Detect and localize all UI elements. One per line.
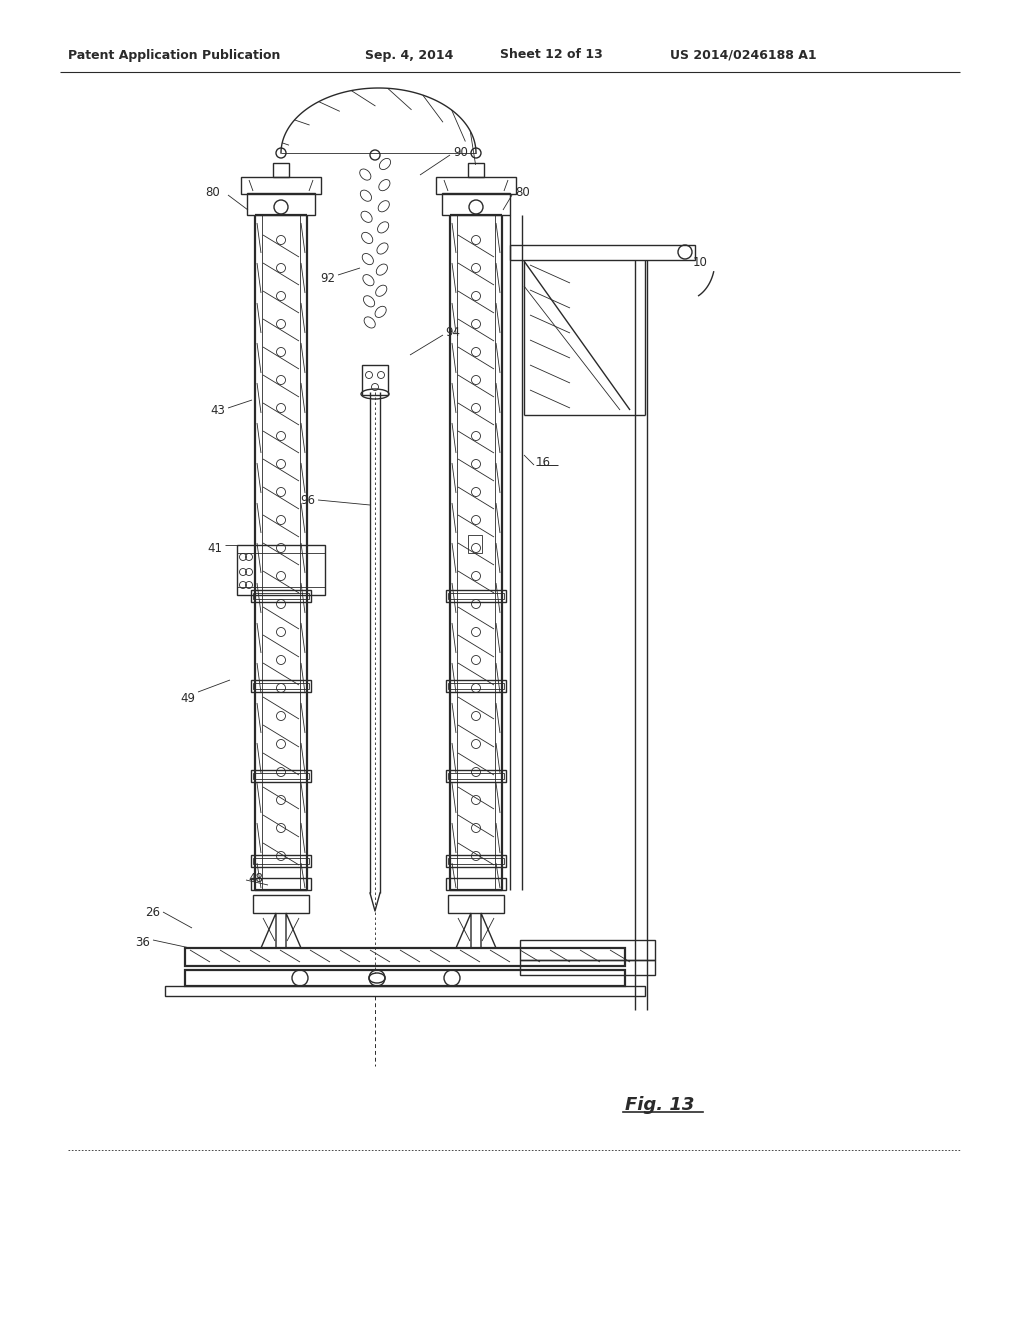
Text: 90: 90 xyxy=(453,145,468,158)
Bar xyxy=(247,193,315,215)
Text: Fig. 13: Fig. 13 xyxy=(625,1096,694,1114)
Text: 80: 80 xyxy=(205,186,220,198)
Bar xyxy=(237,545,325,595)
Text: 36: 36 xyxy=(135,936,150,949)
Bar xyxy=(446,590,506,602)
Bar xyxy=(446,855,506,867)
Bar xyxy=(446,770,506,781)
Text: 94: 94 xyxy=(445,326,460,338)
Bar xyxy=(251,770,311,781)
Bar xyxy=(273,162,289,177)
Bar xyxy=(253,682,309,689)
Text: 96: 96 xyxy=(300,494,315,507)
Bar xyxy=(468,162,484,177)
Text: 41: 41 xyxy=(207,541,222,554)
Text: 80: 80 xyxy=(515,186,529,198)
Bar xyxy=(362,366,388,395)
Bar xyxy=(446,878,506,890)
Bar xyxy=(241,177,321,194)
Bar xyxy=(449,895,504,913)
Bar xyxy=(510,246,695,260)
Bar xyxy=(520,960,655,975)
Bar xyxy=(446,680,506,692)
Text: Patent Application Publication: Patent Application Publication xyxy=(68,49,281,62)
Bar xyxy=(442,193,510,215)
Bar xyxy=(449,682,504,689)
Bar xyxy=(251,855,311,867)
Bar xyxy=(449,858,504,865)
Bar xyxy=(185,948,625,966)
Bar xyxy=(251,590,311,602)
Bar xyxy=(253,774,309,779)
Bar xyxy=(468,535,482,553)
Bar xyxy=(253,593,309,599)
Bar xyxy=(165,986,645,997)
Text: 10: 10 xyxy=(693,256,708,268)
Bar xyxy=(520,940,655,960)
Bar xyxy=(251,680,311,692)
Text: US 2014/0246188 A1: US 2014/0246188 A1 xyxy=(670,49,816,62)
Bar xyxy=(449,593,504,599)
Bar xyxy=(253,895,309,913)
Text: 26: 26 xyxy=(145,906,160,919)
Bar xyxy=(251,878,311,890)
Text: 16: 16 xyxy=(536,455,551,469)
Bar xyxy=(253,858,309,865)
Bar xyxy=(185,970,625,986)
Text: Sheet 12 of 13: Sheet 12 of 13 xyxy=(500,49,603,62)
Bar xyxy=(436,177,516,194)
Text: 48: 48 xyxy=(248,871,263,884)
Text: 43: 43 xyxy=(210,404,225,417)
Text: Sep. 4, 2014: Sep. 4, 2014 xyxy=(365,49,454,62)
Bar xyxy=(449,774,504,779)
Text: 92: 92 xyxy=(319,272,335,285)
Text: 49: 49 xyxy=(180,692,195,705)
